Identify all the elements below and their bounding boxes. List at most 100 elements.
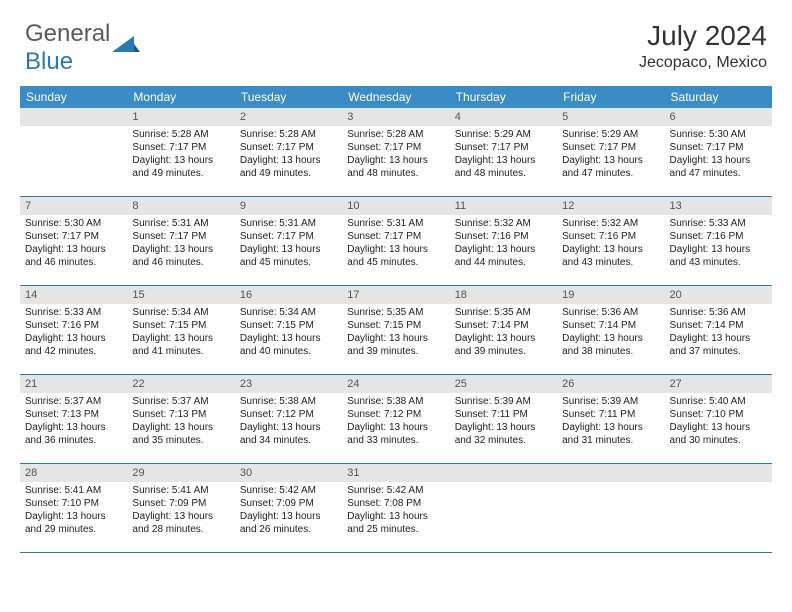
day-number: 10	[342, 197, 449, 215]
weekday-label: Saturday	[665, 86, 772, 108]
sunrise-text: Sunrise: 5:31 AM	[132, 217, 229, 230]
daylight-text-1: Daylight: 13 hours	[240, 421, 337, 434]
daylight-text-2: and 43 minutes.	[670, 256, 767, 269]
day-details: Sunrise: 5:42 AMSunset: 7:08 PMDaylight:…	[342, 482, 449, 540]
daylight-text-1: Daylight: 13 hours	[455, 332, 552, 345]
day-number: 20	[665, 286, 772, 304]
day-number: 9	[235, 197, 342, 215]
day-cell: 20Sunrise: 5:36 AMSunset: 7:14 PMDayligh…	[665, 286, 772, 374]
day-details: Sunrise: 5:36 AMSunset: 7:14 PMDaylight:…	[665, 304, 772, 362]
day-cell: 30Sunrise: 5:42 AMSunset: 7:09 PMDayligh…	[235, 464, 342, 552]
sunset-text: Sunset: 7:12 PM	[347, 408, 444, 421]
daylight-text-1: Daylight: 13 hours	[240, 510, 337, 523]
day-cell: 28Sunrise: 5:41 AMSunset: 7:10 PMDayligh…	[20, 464, 127, 552]
daylight-text-1: Daylight: 13 hours	[132, 154, 229, 167]
daylight-text-2: and 31 minutes.	[562, 434, 659, 447]
sunrise-text: Sunrise: 5:35 AM	[455, 306, 552, 319]
daylight-text-2: and 45 minutes.	[240, 256, 337, 269]
title-block: July 2024 Jecopaco, Mexico	[639, 20, 767, 72]
daylight-text-2: and 36 minutes.	[25, 434, 122, 447]
sunrise-text: Sunrise: 5:36 AM	[562, 306, 659, 319]
weekday-label: Tuesday	[235, 86, 342, 108]
weekday-label: Sunday	[20, 86, 127, 108]
empty-day-bar	[665, 464, 772, 482]
sunrise-text: Sunrise: 5:29 AM	[562, 128, 659, 141]
day-cell: 8Sunrise: 5:31 AMSunset: 7:17 PMDaylight…	[127, 197, 234, 285]
day-number: 6	[665, 108, 772, 126]
daylight-text-1: Daylight: 13 hours	[670, 243, 767, 256]
day-number: 1	[127, 108, 234, 126]
day-cell: 5Sunrise: 5:29 AMSunset: 7:17 PMDaylight…	[557, 108, 664, 196]
day-cell: 19Sunrise: 5:36 AMSunset: 7:14 PMDayligh…	[557, 286, 664, 374]
empty-day-bar	[557, 464, 664, 482]
daylight-text-2: and 49 minutes.	[240, 167, 337, 180]
sunrise-text: Sunrise: 5:32 AM	[455, 217, 552, 230]
weekday-label: Thursday	[450, 86, 557, 108]
sunset-text: Sunset: 7:10 PM	[25, 497, 122, 510]
sunset-text: Sunset: 7:08 PM	[347, 497, 444, 510]
weekday-header: Sunday Monday Tuesday Wednesday Thursday…	[20, 86, 772, 108]
day-details: Sunrise: 5:34 AMSunset: 7:15 PMDaylight:…	[127, 304, 234, 362]
day-details: Sunrise: 5:32 AMSunset: 7:16 PMDaylight:…	[557, 215, 664, 273]
sunrise-text: Sunrise: 5:28 AM	[240, 128, 337, 141]
day-cell: 7Sunrise: 5:30 AMSunset: 7:17 PMDaylight…	[20, 197, 127, 285]
sunset-text: Sunset: 7:11 PM	[455, 408, 552, 421]
day-details: Sunrise: 5:31 AMSunset: 7:17 PMDaylight:…	[342, 215, 449, 273]
sunset-text: Sunset: 7:15 PM	[240, 319, 337, 332]
daylight-text-1: Daylight: 13 hours	[562, 332, 659, 345]
sunrise-text: Sunrise: 5:41 AM	[132, 484, 229, 497]
day-cell: 6Sunrise: 5:30 AMSunset: 7:17 PMDaylight…	[665, 108, 772, 196]
day-number: 26	[557, 375, 664, 393]
sunrise-text: Sunrise: 5:33 AM	[25, 306, 122, 319]
day-details: Sunrise: 5:28 AMSunset: 7:17 PMDaylight:…	[127, 126, 234, 184]
sunrise-text: Sunrise: 5:28 AM	[132, 128, 229, 141]
day-cell: 17Sunrise: 5:35 AMSunset: 7:15 PMDayligh…	[342, 286, 449, 374]
sunrise-text: Sunrise: 5:39 AM	[455, 395, 552, 408]
sunrise-text: Sunrise: 5:30 AM	[670, 128, 767, 141]
daylight-text-1: Daylight: 13 hours	[347, 243, 444, 256]
daylight-text-1: Daylight: 13 hours	[455, 243, 552, 256]
month-title: July 2024	[639, 20, 767, 52]
daylight-text-1: Daylight: 13 hours	[347, 332, 444, 345]
sunset-text: Sunset: 7:14 PM	[670, 319, 767, 332]
day-details: Sunrise: 5:33 AMSunset: 7:16 PMDaylight:…	[20, 304, 127, 362]
sunset-text: Sunset: 7:17 PM	[347, 141, 444, 154]
sunrise-text: Sunrise: 5:41 AM	[25, 484, 122, 497]
daylight-text-2: and 37 minutes.	[670, 345, 767, 358]
daylight-text-2: and 38 minutes.	[562, 345, 659, 358]
day-cell: 3Sunrise: 5:28 AMSunset: 7:17 PMDaylight…	[342, 108, 449, 196]
day-number: 30	[235, 464, 342, 482]
daylight-text-2: and 48 minutes.	[455, 167, 552, 180]
daylight-text-2: and 47 minutes.	[562, 167, 659, 180]
sunset-text: Sunset: 7:17 PM	[562, 141, 659, 154]
calendar: Sunday Monday Tuesday Wednesday Thursday…	[20, 86, 772, 553]
daylight-text-1: Daylight: 13 hours	[132, 332, 229, 345]
sunset-text: Sunset: 7:12 PM	[240, 408, 337, 421]
sunset-text: Sunset: 7:13 PM	[132, 408, 229, 421]
day-details: Sunrise: 5:38 AMSunset: 7:12 PMDaylight:…	[235, 393, 342, 451]
sunset-text: Sunset: 7:17 PM	[670, 141, 767, 154]
sunrise-text: Sunrise: 5:35 AM	[347, 306, 444, 319]
day-cell	[450, 464, 557, 552]
day-number: 4	[450, 108, 557, 126]
day-cell: 2Sunrise: 5:28 AMSunset: 7:17 PMDaylight…	[235, 108, 342, 196]
daylight-text-1: Daylight: 13 hours	[25, 332, 122, 345]
day-number: 27	[665, 375, 772, 393]
daylight-text-2: and 46 minutes.	[132, 256, 229, 269]
sunrise-text: Sunrise: 5:32 AM	[562, 217, 659, 230]
sunrise-text: Sunrise: 5:42 AM	[240, 484, 337, 497]
day-number: 21	[20, 375, 127, 393]
daylight-text-2: and 25 minutes.	[347, 523, 444, 536]
logo-text-blue: Blue	[25, 48, 73, 75]
day-cell: 24Sunrise: 5:38 AMSunset: 7:12 PMDayligh…	[342, 375, 449, 463]
daylight-text-2: and 33 minutes.	[347, 434, 444, 447]
day-cell: 22Sunrise: 5:37 AMSunset: 7:13 PMDayligh…	[127, 375, 234, 463]
daylight-text-2: and 40 minutes.	[240, 345, 337, 358]
daylight-text-2: and 28 minutes.	[132, 523, 229, 536]
daylight-text-2: and 29 minutes.	[25, 523, 122, 536]
day-cell: 10Sunrise: 5:31 AMSunset: 7:17 PMDayligh…	[342, 197, 449, 285]
sunrise-text: Sunrise: 5:36 AM	[670, 306, 767, 319]
empty-day-bar	[20, 108, 127, 126]
sunrise-text: Sunrise: 5:33 AM	[670, 217, 767, 230]
sunset-text: Sunset: 7:15 PM	[132, 319, 229, 332]
